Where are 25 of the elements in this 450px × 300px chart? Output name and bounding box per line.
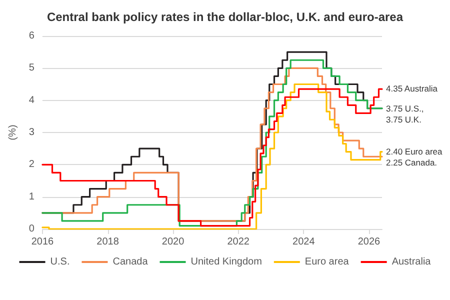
- text: 3.75 U.K.: [386, 114, 422, 124]
- x-tick-label: 2026: [358, 236, 380, 248]
- text: 2.40 Euro area: [386, 146, 443, 156]
- x-tick-label: 2020: [162, 236, 185, 248]
- text: 2.25 Canada.: [386, 158, 438, 168]
- x-tick-label: 2018: [96, 236, 120, 248]
- y-tick-label: 3: [28, 127, 35, 138]
- x-tick-label: 2016: [31, 236, 54, 248]
- y-tick-label: 4: [28, 94, 35, 106]
- x-tick-label: 2022: [227, 236, 250, 248]
- text: 4.35 Australia: [386, 84, 438, 94]
- y-tick-label: 5: [28, 62, 35, 74]
- legend-label: U.S.: [50, 256, 70, 268]
- chart-title: Central bank policy rates in the dollar-bloc, U.K. and euro-area: [46, 10, 404, 24]
- legend-label: Canada: [112, 256, 148, 268]
- x-tick-label: 2024: [292, 236, 316, 248]
- y-tick-label: 0: [28, 224, 35, 234]
- y-tick-label: 6: [28, 30, 35, 42]
- text: 3.75 U.S.,: [386, 104, 424, 114]
- legend-label: United Kingdom: [190, 256, 262, 268]
- y-tick-label: 2: [28, 159, 35, 170]
- y-tick-label: 1: [28, 191, 35, 202]
- legend-label: Australia: [392, 256, 432, 268]
- y-axis-title: (%): [8, 124, 18, 140]
- legend-label: Euro area: [304, 256, 350, 268]
